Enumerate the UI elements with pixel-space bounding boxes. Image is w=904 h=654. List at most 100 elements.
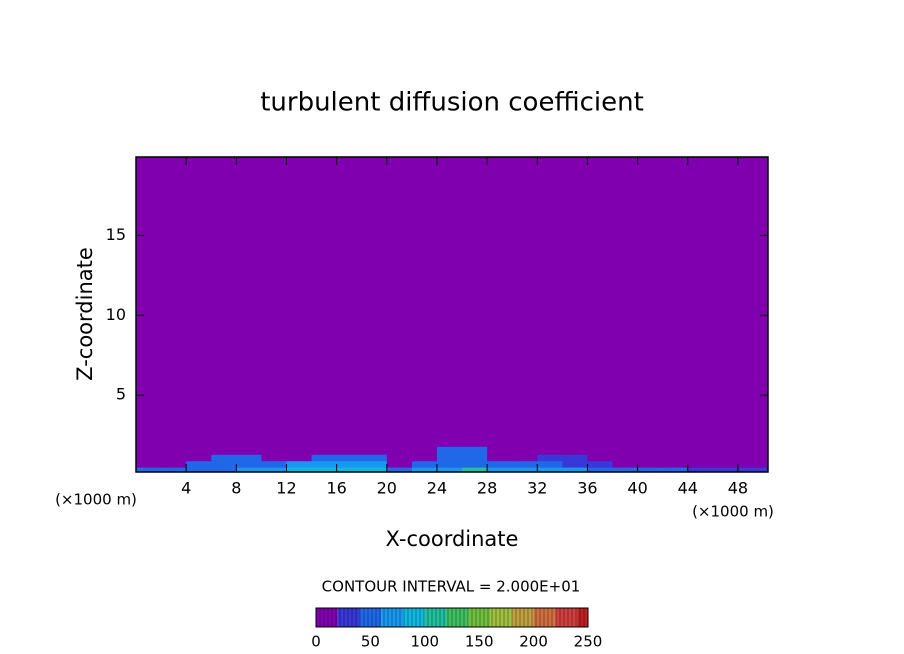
contour-cell	[587, 446, 613, 455]
contour-cell	[311, 467, 338, 473]
contour-cell	[436, 454, 463, 462]
contour-cell	[687, 446, 714, 455]
contour-cell	[562, 454, 588, 462]
contour-cell	[336, 454, 363, 462]
contour-cell	[136, 157, 162, 447]
contour-cell	[436, 157, 463, 447]
contour-cell	[136, 467, 162, 473]
contour-cell	[236, 460, 262, 468]
contour-cell	[512, 467, 538, 473]
contour-cell	[537, 454, 563, 462]
contour-cell	[712, 454, 739, 462]
contour-cell	[487, 467, 513, 473]
contour-cell	[411, 454, 438, 462]
contour-cell	[637, 460, 664, 468]
colorbar-swatch	[381, 608, 404, 627]
contour-cell	[161, 460, 187, 468]
contour-cell	[411, 157, 438, 447]
contour-cell	[512, 454, 538, 462]
contour-cell	[737, 446, 769, 455]
y-unit-label: (×1000 m)	[55, 491, 137, 509]
contour-cell	[487, 454, 513, 462]
contour-cell	[136, 460, 162, 468]
contour-cell	[186, 460, 212, 468]
y-tick-label: 5	[116, 385, 126, 404]
contour-cell	[211, 467, 237, 473]
x-tick-label: 24	[427, 479, 447, 498]
contour-cell	[236, 454, 262, 462]
contour-cell	[612, 460, 638, 468]
contour-cell	[587, 454, 613, 462]
x-tick-label: 8	[231, 479, 241, 498]
contour-cell	[637, 157, 664, 447]
contour-cell	[587, 467, 613, 473]
contour-cell	[211, 460, 237, 468]
y-axis-label: Z-coordinate	[73, 247, 97, 381]
contour-cell	[562, 157, 588, 447]
contour-cell	[637, 467, 664, 473]
x-tick-label: 44	[678, 479, 698, 498]
contour-cell	[662, 460, 689, 468]
contour-cell	[311, 446, 338, 455]
contour-cell	[336, 467, 363, 473]
contour-cell	[687, 460, 714, 468]
contour-cell	[286, 467, 312, 473]
contour-cell	[386, 467, 413, 473]
plot-frame	[135, 156, 769, 473]
colorbar-tick-label: 50	[361, 633, 380, 651]
contour-cell	[261, 446, 287, 455]
contour-cell	[286, 446, 312, 455]
contour-cell	[161, 454, 187, 462]
contour-cell	[737, 460, 769, 468]
contour-cell	[261, 467, 287, 473]
contour-cell	[311, 454, 338, 462]
contour-cell	[612, 467, 638, 473]
contour-cell	[737, 467, 769, 473]
contour-cell	[236, 467, 262, 473]
contour-cell	[687, 454, 714, 462]
contour-cell	[662, 467, 689, 473]
colorbar-tick-label: 250	[574, 633, 603, 651]
colorbar-swatch	[577, 608, 588, 627]
x-tick-label: 12	[276, 479, 296, 498]
colorbar-swatch	[424, 608, 447, 627]
contour-cell	[512, 446, 538, 455]
contour-cell	[537, 446, 563, 455]
contour-cell	[436, 467, 463, 473]
contour-cell	[186, 157, 212, 447]
contour-cell	[186, 454, 212, 462]
colorbar-swatch	[555, 608, 578, 627]
x-unit-label: (×1000 m)	[692, 503, 774, 521]
contour-cell	[462, 454, 488, 462]
contour-cell	[336, 460, 363, 468]
colorbar-swatch	[468, 608, 491, 627]
contour-cell	[186, 446, 212, 455]
contour-cell	[386, 454, 413, 462]
contour-cell	[136, 446, 162, 455]
contour-cell	[286, 454, 312, 462]
contour-cell	[311, 157, 338, 447]
colorbar-tick-label: 150	[465, 633, 494, 651]
contour-cell	[587, 157, 613, 447]
contour-cell	[512, 157, 538, 447]
contour-cell	[311, 460, 338, 468]
contour-interval-label: CONTOUR INTERVAL = 2.000E+01	[322, 578, 581, 596]
contour-cell	[236, 157, 262, 447]
x-tick-label: 36	[577, 479, 597, 498]
contour-cell	[612, 454, 638, 462]
contour-cell	[411, 467, 438, 473]
contour-cell	[537, 460, 563, 468]
contour-cell	[386, 460, 413, 468]
contour-cell	[562, 460, 588, 468]
colorbar-swatch	[316, 608, 338, 627]
contour-cell	[361, 454, 388, 462]
x-tick-label: 40	[627, 479, 647, 498]
contour-cell	[361, 460, 388, 468]
contour-cell	[712, 467, 739, 473]
colorbar-frame	[315, 607, 589, 628]
contour-cell	[286, 460, 312, 468]
contour-cell	[361, 467, 388, 473]
contour-cell	[687, 157, 714, 447]
contour-cell	[662, 454, 689, 462]
